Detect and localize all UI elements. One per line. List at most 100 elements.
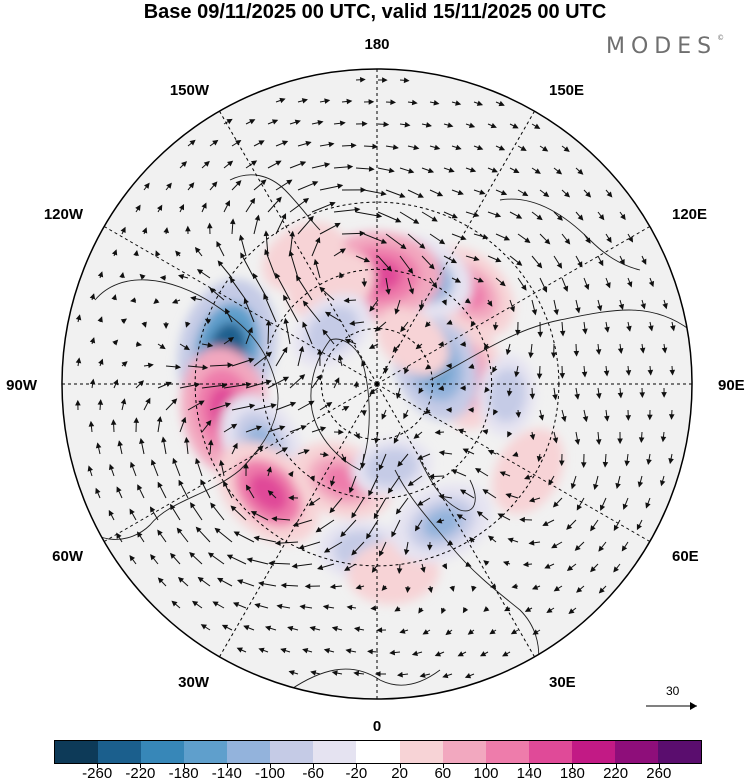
wind-vector-head <box>324 162 331 168</box>
wind-vector-head <box>294 119 301 125</box>
wind-vector-head <box>121 361 128 367</box>
wind-vector-head <box>250 511 258 517</box>
wind-vector-head <box>217 260 224 267</box>
wind-vector-head <box>200 624 207 630</box>
wind-vector-head <box>424 321 431 328</box>
wind-vector-head <box>255 425 263 431</box>
wind-vector-head <box>457 189 464 196</box>
wind-vector-head <box>582 328 588 335</box>
colorbar-tick <box>140 764 142 768</box>
wind-vector-head <box>476 511 483 517</box>
wind-vector-head <box>585 191 592 198</box>
wind-vector-head <box>619 258 625 266</box>
wind-vector-head <box>170 552 176 559</box>
wind-vector-head <box>392 144 399 150</box>
wind-vector-head <box>218 459 225 466</box>
wind-vector-head <box>89 337 96 344</box>
wind-vector-head <box>97 316 103 323</box>
wind-vector-head <box>395 508 402 515</box>
wind-vector-head <box>292 521 299 527</box>
wind-vector-head <box>488 535 495 542</box>
wind-vector-head <box>520 145 527 151</box>
wind-vector-head <box>536 373 543 380</box>
wind-vector-head <box>563 146 570 152</box>
wind-vector-head <box>498 145 506 151</box>
wind-vector-head <box>326 402 333 408</box>
wind-vector-head <box>353 670 360 677</box>
wind-vector-head <box>339 120 346 127</box>
wind-vector-head <box>258 140 265 146</box>
anomaly-contour <box>306 306 358 355</box>
meridian-line <box>376 226 651 385</box>
wind-vector-head <box>129 555 136 562</box>
wind-vector-head <box>276 603 283 610</box>
wind-vector-head <box>519 516 525 523</box>
wind-vector-head <box>397 460 404 467</box>
wind-vector <box>275 273 291 301</box>
colorbar-tick <box>615 764 617 768</box>
colorbar-tick-label: 20 <box>391 765 408 782</box>
wind-vector-head <box>603 370 610 377</box>
wind-vector-head <box>457 651 464 657</box>
wind-vector-head <box>238 234 245 241</box>
wind-vector-head <box>590 566 597 573</box>
wind-vector-head <box>436 518 443 524</box>
wind-vector-head <box>372 143 379 150</box>
wind-vector-head <box>159 275 166 281</box>
wind-vector-head <box>343 297 350 304</box>
wind-vector-head <box>249 197 256 205</box>
wind-vector-head <box>418 607 424 614</box>
wind-vector-head <box>659 480 666 487</box>
wind-vector-head <box>553 309 559 316</box>
wind-vector-head <box>462 448 469 454</box>
wind-vector-head <box>413 144 420 151</box>
wind-vector-head <box>227 362 234 368</box>
wind-vector-head <box>317 348 323 355</box>
wind-vector-head <box>574 393 580 400</box>
colorbar-tick-label: 140 <box>516 765 542 782</box>
wind-vector-head <box>120 318 127 325</box>
wind-vector-head <box>211 181 218 188</box>
wind-vector-head <box>468 122 476 128</box>
wind-vector-head <box>200 479 206 486</box>
wind-vector-head <box>582 416 589 423</box>
wind-vector-head <box>206 222 213 229</box>
reference-vector <box>646 702 697 710</box>
wind-vector-head <box>263 230 270 237</box>
wind-vector-head <box>198 400 205 406</box>
wind-vector-head <box>521 284 527 291</box>
wind-vector-head <box>595 349 602 355</box>
colorbar-tick-label: -220 <box>125 765 156 782</box>
wind-vector-head <box>232 442 238 450</box>
wind-vector-head <box>455 144 462 151</box>
wind-vector-head <box>446 319 453 325</box>
wind-vector-head <box>438 493 445 500</box>
wind-vector-head <box>283 317 289 324</box>
wind-vector-head <box>236 579 244 585</box>
map-boundary <box>61 68 693 700</box>
wind-vector-head <box>176 527 183 534</box>
colorbar-swatch <box>313 741 357 763</box>
wind-vector-head <box>474 468 482 474</box>
wind-vector-head <box>449 585 455 592</box>
colorbar-swatch <box>356 741 400 763</box>
wind-vector-head <box>581 371 588 378</box>
wind-vector-head <box>309 625 316 632</box>
wind-vector-head <box>95 442 102 449</box>
wind-vector-head <box>638 437 645 444</box>
wind-vector-head <box>360 187 367 193</box>
wind-vector-head <box>529 434 536 441</box>
wind-vector-head <box>438 450 445 456</box>
wind-vector-head <box>343 406 350 412</box>
wind-vector-head <box>334 222 341 229</box>
wind-vector-head <box>254 214 261 221</box>
wind-vector-head <box>346 98 353 105</box>
wind-vector-head <box>477 144 484 151</box>
wind-vector-head <box>395 392 402 399</box>
wind-vector-head <box>201 202 207 209</box>
wind-vector-head <box>309 475 315 482</box>
wind-vector-head <box>355 584 362 590</box>
wind-vector-head <box>542 520 549 526</box>
wind-vector-head <box>348 486 355 494</box>
wind-vector-head <box>217 577 224 584</box>
